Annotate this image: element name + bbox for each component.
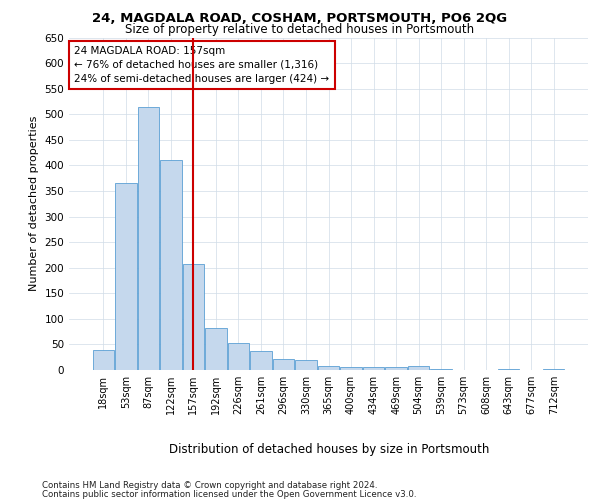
Text: Contains public sector information licensed under the Open Government Licence v3: Contains public sector information licen… [42, 490, 416, 499]
Bar [295, 360, 317, 370]
Bar [318, 366, 339, 370]
Text: 24 MAGDALA ROAD: 157sqm
← 76% of detached houses are smaller (1,316)
24% of semi: 24 MAGDALA ROAD: 157sqm ← 76% of detache… [74, 46, 329, 84]
Text: Size of property relative to detached houses in Portsmouth: Size of property relative to detached ho… [125, 22, 475, 36]
Y-axis label: Number of detached properties: Number of detached properties [29, 116, 39, 292]
Bar [363, 368, 384, 370]
Bar [340, 368, 362, 370]
Bar [543, 369, 565, 370]
Text: Contains HM Land Registry data © Crown copyright and database right 2024.: Contains HM Land Registry data © Crown c… [42, 481, 377, 490]
Bar [160, 160, 182, 370]
Bar [228, 343, 249, 370]
Bar [498, 369, 520, 370]
Bar [205, 328, 227, 370]
Bar [250, 351, 272, 370]
Bar [408, 366, 429, 370]
Bar [273, 358, 294, 370]
Bar [182, 264, 204, 370]
Bar [115, 184, 137, 370]
Bar [137, 106, 159, 370]
Text: Distribution of detached houses by size in Portsmouth: Distribution of detached houses by size … [169, 442, 489, 456]
Text: 24, MAGDALA ROAD, COSHAM, PORTSMOUTH, PO6 2QG: 24, MAGDALA ROAD, COSHAM, PORTSMOUTH, PO… [92, 12, 508, 26]
Bar [430, 369, 452, 370]
Bar [92, 350, 114, 370]
Bar [385, 368, 407, 370]
